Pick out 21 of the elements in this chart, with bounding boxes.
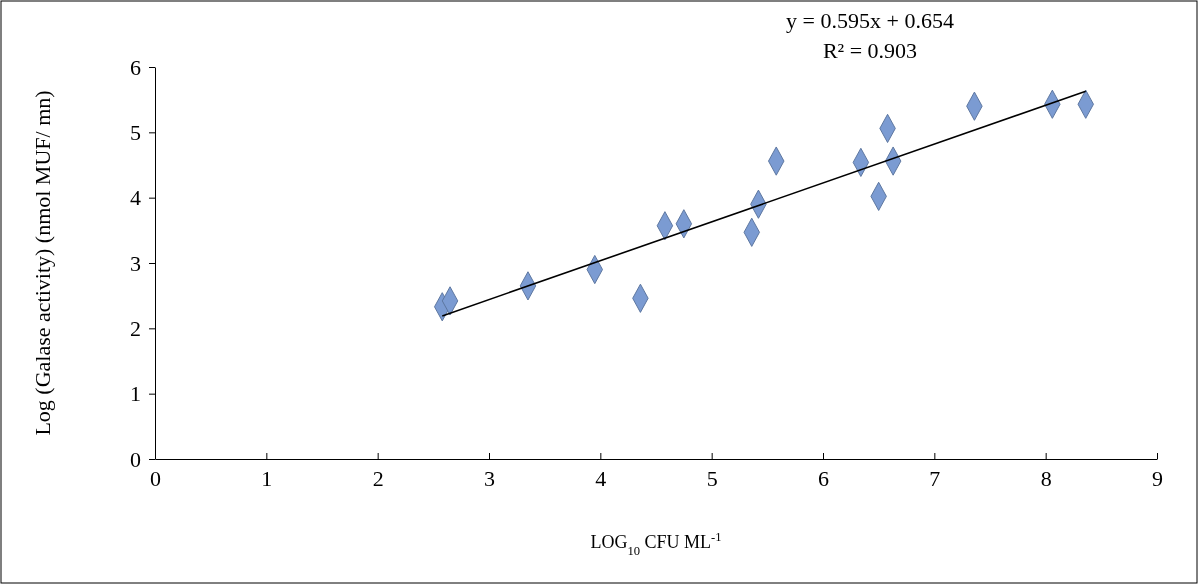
x-tick-label: 0	[150, 466, 161, 492]
y-tick-label: 3	[130, 250, 141, 276]
y-tick-label: 0	[130, 446, 141, 472]
y-tick-label: 5	[130, 119, 141, 145]
x-tick-label: 9	[1152, 466, 1163, 492]
y-tick-label: 6	[130, 54, 141, 80]
x-tick-label: 4	[595, 466, 607, 492]
x-tick-label: 1	[261, 466, 273, 492]
x-axis-title: LOG$_{10}$ CFU ML$^{-1}$	[590, 530, 722, 558]
y-tick-label: 2	[130, 315, 141, 341]
x-tick-label: 5	[706, 466, 718, 492]
text: R² = 0.903	[822, 38, 918, 63]
x-tick-label: 6	[818, 466, 829, 492]
x-tick-label: 3	[484, 466, 495, 492]
y-axis-title: Log (Galase activity) (nmol MUF/ mn)	[30, 90, 55, 436]
x-tick-label: 2	[372, 466, 384, 492]
y-tick-label: 1	[130, 381, 141, 407]
x-tick-label: 8	[1040, 466, 1052, 492]
x-tick-label: 7	[929, 466, 941, 492]
y-tick-label: 4	[130, 185, 141, 211]
text: y = 0.595x + 0.654	[786, 8, 954, 33]
